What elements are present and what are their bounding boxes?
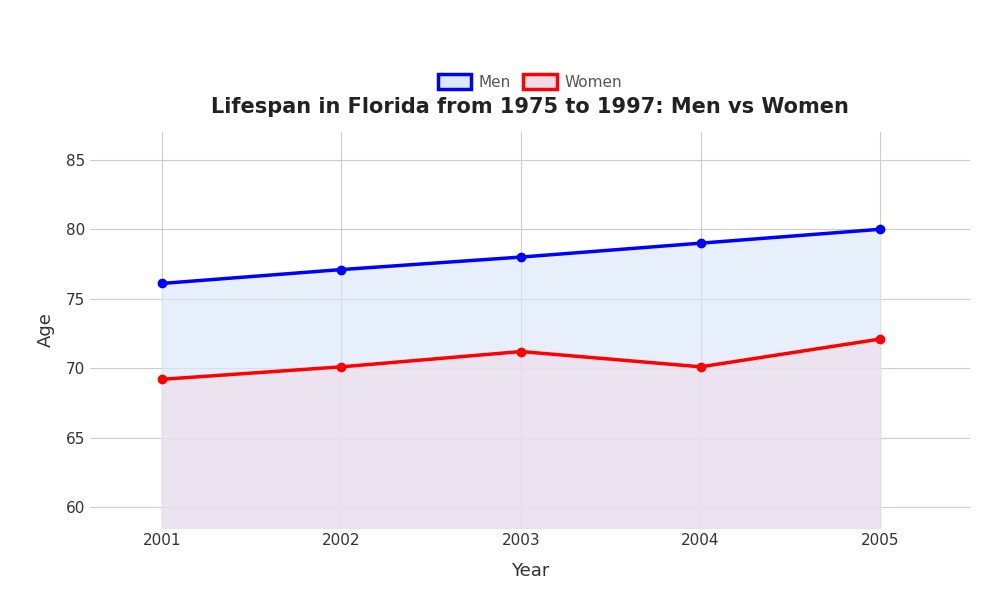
Title: Lifespan in Florida from 1975 to 1997: Men vs Women: Lifespan in Florida from 1975 to 1997: M… (211, 97, 849, 116)
X-axis label: Year: Year (511, 562, 549, 580)
Y-axis label: Age: Age (37, 313, 55, 347)
Legend: Men, Women: Men, Women (432, 68, 628, 96)
